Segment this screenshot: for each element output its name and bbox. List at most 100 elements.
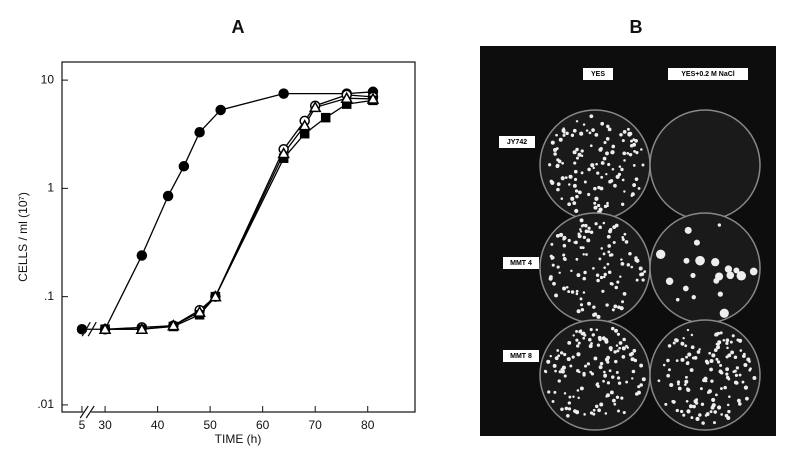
colony bbox=[584, 364, 588, 368]
colony bbox=[622, 292, 627, 296]
colony bbox=[743, 385, 749, 390]
colony bbox=[562, 130, 566, 134]
axis-break bbox=[79, 405, 89, 419]
colony bbox=[735, 366, 740, 370]
colony bbox=[709, 410, 713, 414]
colony bbox=[563, 374, 567, 378]
colony bbox=[613, 402, 617, 406]
colony bbox=[715, 342, 719, 346]
colony bbox=[621, 346, 626, 351]
colony bbox=[623, 190, 626, 193]
colony bbox=[601, 336, 606, 341]
colony bbox=[685, 355, 688, 359]
colony bbox=[628, 152, 633, 157]
colony bbox=[733, 380, 738, 385]
colony bbox=[606, 381, 610, 385]
colony bbox=[564, 176, 568, 180]
colony bbox=[657, 379, 661, 383]
colony bbox=[582, 235, 586, 239]
colony bbox=[641, 278, 645, 282]
colony bbox=[725, 372, 729, 376]
colony bbox=[611, 398, 616, 403]
colony bbox=[603, 370, 606, 374]
colony bbox=[553, 152, 557, 156]
colony bbox=[615, 371, 619, 374]
colony bbox=[598, 257, 602, 261]
point bbox=[136, 250, 148, 261]
colony bbox=[555, 133, 558, 137]
colony bbox=[607, 244, 612, 248]
colony bbox=[705, 412, 710, 416]
colony bbox=[567, 340, 572, 345]
colony bbox=[602, 221, 606, 225]
colony bbox=[605, 137, 610, 141]
point bbox=[135, 322, 149, 334]
colony bbox=[585, 253, 588, 256]
colony bbox=[598, 365, 603, 370]
colony bbox=[639, 383, 643, 387]
colony bbox=[635, 278, 639, 282]
colony bbox=[620, 396, 624, 400]
photo-content: YES YES+0.2 M NaCl JY742 MMT 4 MMT 8 bbox=[499, 68, 761, 431]
colony bbox=[613, 304, 618, 309]
colony bbox=[743, 363, 748, 368]
colony bbox=[570, 196, 575, 201]
colony bbox=[582, 336, 586, 340]
colony bbox=[603, 374, 607, 378]
colony bbox=[675, 359, 679, 362]
colony bbox=[630, 265, 634, 269]
colony bbox=[620, 258, 623, 261]
point bbox=[277, 146, 290, 159]
colony bbox=[579, 230, 583, 233]
colony bbox=[729, 340, 733, 344]
colony bbox=[700, 402, 705, 406]
axis-break-gap bbox=[83, 407, 92, 417]
row-label: MMT 8 bbox=[510, 353, 532, 360]
point bbox=[167, 319, 180, 331]
colony bbox=[556, 158, 560, 162]
colony bbox=[691, 294, 696, 300]
colony bbox=[715, 393, 718, 397]
colony bbox=[552, 363, 557, 368]
colony bbox=[600, 161, 605, 165]
series-line bbox=[105, 94, 374, 330]
colony bbox=[622, 130, 627, 134]
y-tick-label: 10 bbox=[41, 72, 55, 86]
colony bbox=[733, 355, 738, 360]
colony bbox=[665, 277, 674, 285]
colony bbox=[605, 303, 609, 307]
colony bbox=[593, 201, 597, 205]
colony bbox=[551, 400, 555, 403]
colony bbox=[555, 233, 560, 238]
colony bbox=[600, 247, 603, 250]
colony bbox=[560, 176, 565, 181]
colony bbox=[574, 240, 578, 245]
colony bbox=[745, 396, 749, 401]
colony bbox=[579, 218, 584, 223]
colony bbox=[575, 338, 579, 342]
colony bbox=[736, 271, 747, 281]
colony bbox=[559, 232, 564, 237]
colony bbox=[695, 416, 700, 422]
colony bbox=[570, 133, 575, 137]
colony bbox=[592, 412, 596, 416]
colony bbox=[693, 239, 700, 246]
colony bbox=[592, 166, 595, 170]
colony bbox=[594, 222, 598, 226]
colony bbox=[716, 331, 720, 335]
label-box bbox=[583, 68, 613, 80]
colony bbox=[585, 129, 589, 132]
colony bbox=[607, 270, 612, 274]
colony bbox=[573, 161, 577, 165]
colony bbox=[567, 290, 571, 293]
colony bbox=[593, 186, 597, 191]
colony bbox=[602, 252, 606, 256]
colony bbox=[562, 257, 567, 261]
colony bbox=[719, 371, 724, 375]
colony bbox=[725, 338, 730, 343]
colony bbox=[579, 131, 584, 136]
colony bbox=[571, 355, 575, 359]
colony bbox=[610, 151, 614, 154]
colony bbox=[726, 403, 730, 407]
colony bbox=[560, 407, 564, 412]
